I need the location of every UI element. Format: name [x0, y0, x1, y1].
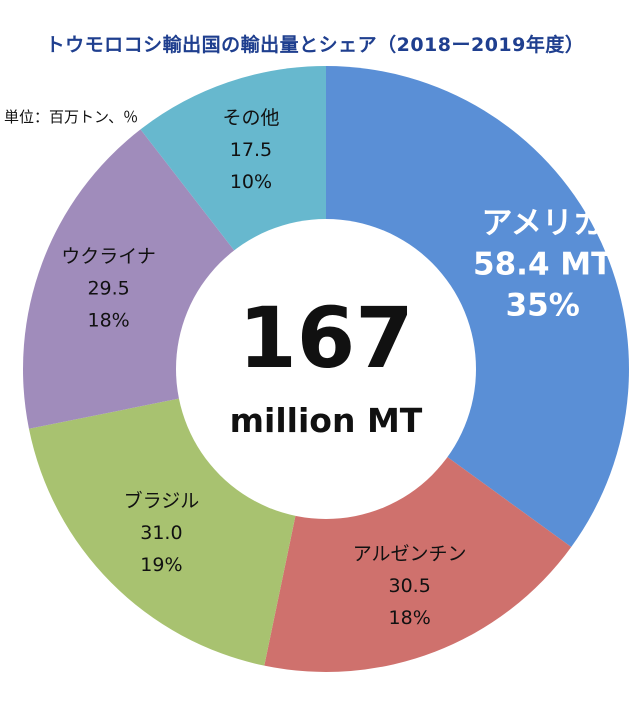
slice-share: 18%: [87, 310, 129, 332]
slice-label: その他: [222, 107, 279, 129]
donut-hole: [176, 219, 476, 519]
center-total-unit: million MT: [230, 401, 423, 440]
unit-note: 単位：百万トン、％: [4, 108, 139, 126]
donut-slice: [326, 66, 630, 547]
slice-label: アメリカ: [481, 205, 603, 241]
slice-share: 19%: [140, 554, 182, 576]
slice-labels: アメリカ 58.4 MT 35% アルゼンチン 30.5 18% ブラジル 31.0 19% ウク…: [61, 107, 612, 629]
slice-share: 35%: [506, 287, 580, 323]
slice-value: 17.5: [230, 139, 272, 161]
slice-value: 30.5: [389, 575, 431, 597]
slice-label: ウクライナ: [61, 246, 156, 268]
center-total-value: 167: [238, 289, 413, 387]
slice-label: ブラジル: [124, 489, 200, 512]
slice-label: アルゼンチン: [353, 543, 467, 565]
slice-share: 18%: [389, 607, 431, 629]
slice-value: 58.4 MT: [473, 246, 612, 282]
slice-value: 29.5: [87, 278, 129, 300]
chart-title: トウモロコシ輸出国の輸出量とシェア（2018ー2019年度）: [45, 34, 585, 56]
slice-value: 31.0: [140, 522, 182, 544]
slice-share: 10%: [230, 171, 272, 193]
